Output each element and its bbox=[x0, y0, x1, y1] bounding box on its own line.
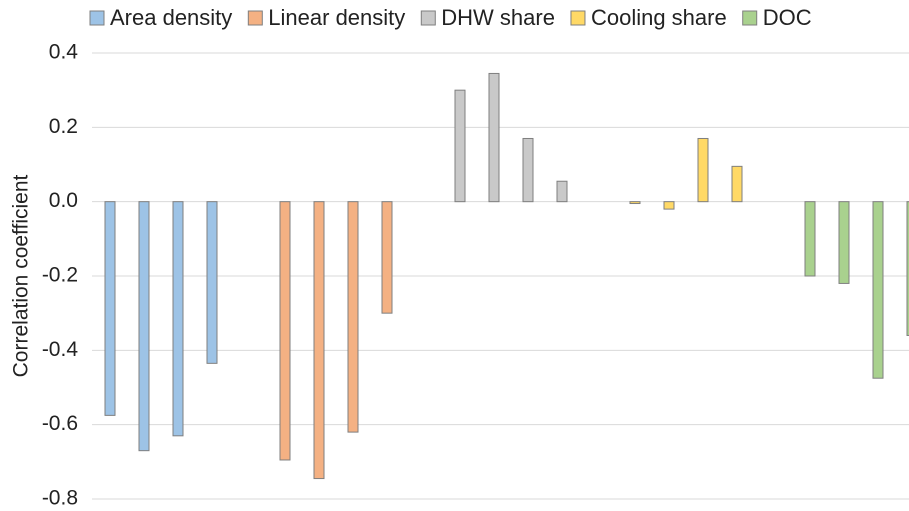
bar bbox=[663, 201, 675, 210]
y-tick-label: -0.4 bbox=[42, 338, 79, 361]
y-tick-label: 0.4 bbox=[49, 41, 79, 64]
bar bbox=[104, 201, 116, 416]
bar bbox=[804, 201, 816, 277]
legend-swatch bbox=[420, 10, 436, 26]
bar bbox=[454, 89, 466, 203]
legend-swatch bbox=[247, 10, 263, 26]
legend-label: Area density bbox=[110, 5, 232, 30]
bar bbox=[172, 201, 184, 437]
bar bbox=[347, 201, 359, 433]
bar bbox=[279, 201, 291, 461]
bar bbox=[697, 137, 709, 203]
y-axis-label: Correlation coefficient bbox=[10, 174, 33, 377]
y-tick-label: -0.8 bbox=[42, 487, 78, 510]
bar bbox=[838, 201, 850, 284]
legend-swatch bbox=[570, 10, 586, 26]
y-tick-label: -0.2 bbox=[42, 264, 78, 287]
bar bbox=[906, 201, 909, 336]
bar bbox=[381, 201, 393, 314]
bar bbox=[522, 137, 534, 203]
legend-label: DHW share bbox=[441, 5, 555, 30]
bar bbox=[488, 72, 500, 203]
legend-label: Linear density bbox=[268, 5, 405, 30]
bar bbox=[731, 165, 743, 203]
bar bbox=[313, 201, 325, 480]
y-tick-label: -0.6 bbox=[42, 412, 78, 435]
legend-swatch bbox=[742, 10, 758, 26]
y-tick-label: 0.2 bbox=[49, 115, 78, 138]
bar bbox=[872, 201, 884, 379]
legend-swatch bbox=[89, 10, 105, 26]
legend-label: Cooling share bbox=[591, 5, 727, 30]
bar bbox=[138, 201, 150, 452]
legend-label: DOC bbox=[763, 5, 812, 30]
bar bbox=[206, 201, 218, 364]
bar bbox=[556, 180, 568, 203]
y-tick-label: 0.0 bbox=[49, 189, 78, 212]
bar bbox=[629, 201, 641, 205]
